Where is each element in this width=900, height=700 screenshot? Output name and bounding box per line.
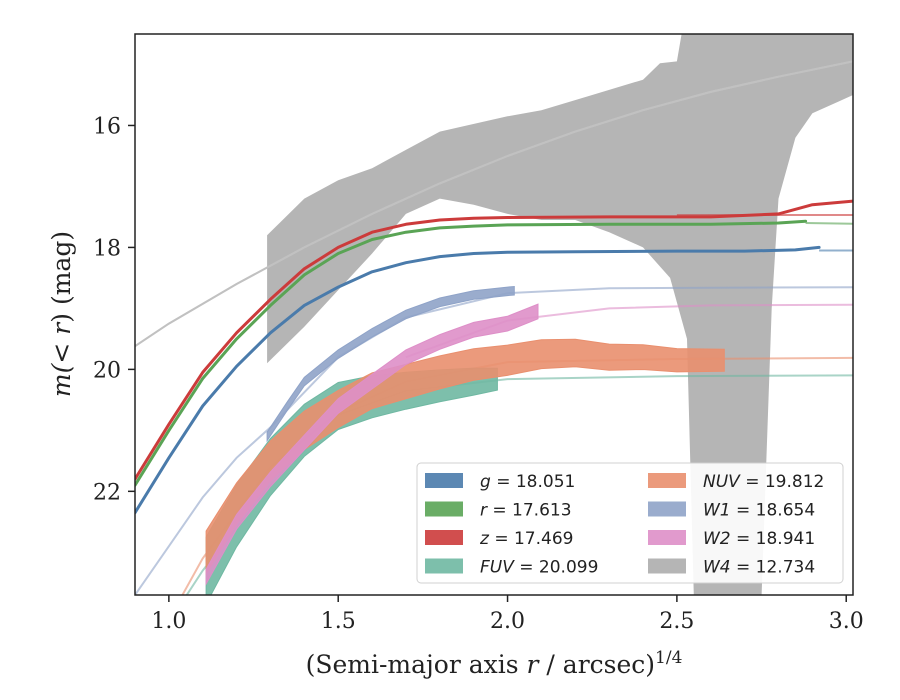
legend-box <box>416 462 844 584</box>
legend-label-w1: W1 = 18.654 <box>703 501 815 521</box>
x-tick-label: 1.5 <box>321 609 356 634</box>
legend-label-z: z = 17.469 <box>479 529 573 549</box>
x-tick-label: 2.0 <box>490 609 525 634</box>
legend-swatch-fuv <box>425 558 463 574</box>
legend-label-r: r = 17.613 <box>480 501 572 521</box>
y-tick-label: 20 <box>93 358 121 383</box>
measured-curves <box>135 199 853 595</box>
y-tick-label: 22 <box>93 480 121 505</box>
model-curve-r <box>805 222 853 225</box>
y-tick-label: 16 <box>93 114 121 139</box>
band-w4 <box>267 34 853 595</box>
x-axis-ticks: 1.0 1.5 2.0 2.5 3.0 <box>151 595 864 634</box>
legend-swatch-nuv <box>648 473 686 488</box>
y-axis-ticks: 16 18 20 22 <box>93 114 135 505</box>
legend-label-w4: W4 = 12.734 <box>703 558 815 578</box>
band-w1 <box>266 285 515 443</box>
plot-frame <box>134 33 854 596</box>
y-tick-label: 18 <box>93 236 121 261</box>
legend-swatch-w1 <box>648 501 686 517</box>
x-tick-label: 3.0 <box>829 609 864 634</box>
legend-label-nuv: NUV = 19.812 <box>703 472 824 492</box>
line-z <box>135 199 853 481</box>
legend-label-w2: W2 = 18.941 <box>703 529 815 549</box>
model-curve-w4 <box>135 60 853 348</box>
x-axis-label: (Semi-major axis r / arcsec)1/4 <box>306 648 683 679</box>
line-r <box>135 219 808 487</box>
legend-swatch-w4 <box>648 558 686 574</box>
y-axis-label: m(< r) (mag) <box>47 231 76 397</box>
legend-swatch-g <box>425 473 463 488</box>
legend-swatch-z <box>425 530 463 545</box>
legend-label-fuv: FUV = 20.099 <box>480 558 598 578</box>
band-w2 <box>205 303 539 586</box>
legend-swatch-w2 <box>648 530 686 545</box>
legend: g = 18.051 r = 17.613 z = 17.469 FUV = 20.0… <box>416 462 844 584</box>
x-tick-label: 1.0 <box>151 609 186 634</box>
line-g <box>135 245 821 515</box>
legend-label-g: g = 18.051 <box>480 472 575 492</box>
x-tick-label: 2.5 <box>659 609 694 634</box>
legend-swatch-r <box>425 501 463 517</box>
